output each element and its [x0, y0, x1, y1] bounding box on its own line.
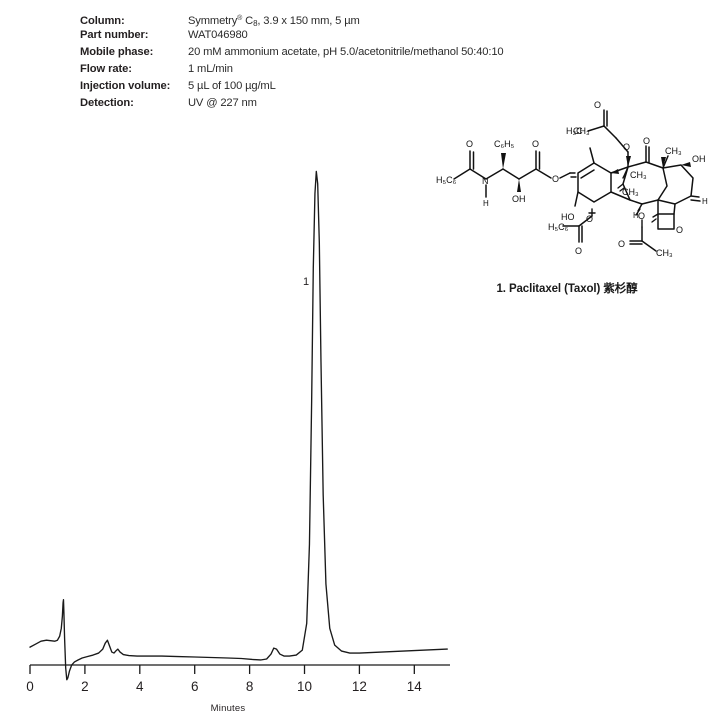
atom-label-oh: OH	[512, 194, 526, 204]
method-value-flow-rate: 1 mL/min	[188, 63, 233, 75]
atom-label-h3c: H₃C	[566, 126, 583, 136]
method-value-detection: UV @ 227 nm	[188, 97, 257, 109]
method-row: Detection: UV @ 227 nm	[80, 95, 640, 112]
atom-label-o-acetyl: O	[618, 239, 625, 249]
atom-label-ester-o: O	[552, 174, 559, 184]
atom-label-o-benzoyl: O	[575, 246, 582, 256]
method-label-injection-volume: Injection volume:	[80, 80, 171, 92]
structure-caption: 1. Paclitaxel (Taxol) 紫杉醇	[496, 283, 638, 295]
x-tick-label: 4	[136, 679, 144, 694]
atom-label-oxetane-o: O	[676, 225, 683, 235]
atom-label-n: N	[482, 176, 489, 186]
method-label-part-number: Part number:	[80, 29, 149, 41]
method-value-injection-volume: 5 µL of 100 µg/mL	[188, 80, 276, 92]
x-tick-label: 12	[352, 679, 367, 694]
method-value-column: Symmetry® C8, 3.9 x 150 mm, 5 µm	[188, 15, 360, 28]
atom-label-o-carbonyl: O	[594, 100, 601, 110]
method-label-flow-rate: Flow rate:	[80, 63, 132, 75]
atom-label-benzoate-o: O	[586, 214, 593, 224]
atom-label-acetate-o: O	[638, 211, 645, 221]
x-axis-ticks	[29, 665, 415, 674]
method-row: Column: Symmetry® C8, 3.9 x 150 mm, 5 µm	[80, 10, 640, 28]
method-label-mobile-phase: Mobile phase:	[80, 46, 154, 58]
x-axis-tick-labels: 0 2 4 6 8 10 12 14	[26, 679, 422, 694]
atom-label-ch3-b: CH₃	[630, 170, 647, 180]
method-value-part-number: WAT046980	[188, 29, 248, 41]
method-value-mobile-phase: 20 mM ammonium acetate, pH 5.0/acetonitr…	[188, 46, 504, 58]
method-parameters-table: Column: Symmetry® C8, 3.9 x 150 mm, 5 µm…	[80, 10, 640, 112]
atom-label-ch3-e: CH₃	[656, 248, 673, 258]
atom-label-h5c6-2: H₅C₆	[548, 222, 569, 232]
chromatogram-svg: 0 2 4 6 8 10 12 14	[26, 170, 450, 694]
method-row: Part number: WAT046980	[80, 27, 640, 44]
structure-svg: H₅C₆ O N H C₆H₅ OH O O CH₃ HO O O H₃C CH…	[436, 100, 708, 258]
x-tick-label: 6	[191, 679, 199, 694]
x-tick-label: 14	[407, 679, 423, 694]
atom-label-h2: H	[702, 197, 708, 206]
atom-label-o2: O	[532, 139, 539, 149]
chromatogram-trace	[29, 170, 448, 681]
atom-label-ch3-d: CH₃	[665, 146, 682, 156]
paclitaxel-structure-diagram: H₅C₆ O N H C₆H₅ OH O O CH₃ HO O O H₃C CH…	[418, 96, 716, 306]
atom-label-o: O	[466, 139, 473, 149]
x-axis-title: Minutes	[210, 703, 246, 714]
method-row: Mobile phase: 20 mM ammonium acetate, pH…	[80, 44, 640, 61]
method-label-detection: Detection:	[80, 97, 134, 109]
atom-label-o-ketone: O	[643, 136, 650, 146]
x-tick-label: 0	[26, 679, 34, 694]
atom-label-o-acetate: O	[623, 142, 630, 152]
method-row: Flow rate: 1 mL/min	[80, 61, 640, 78]
peak-label-1: 1	[303, 276, 310, 288]
x-tick-label: 8	[246, 679, 254, 694]
atom-label-h: H	[483, 199, 489, 208]
method-row: Injection volume: 5 µL of 100 µg/mL	[80, 78, 640, 95]
atom-label-ch3-a: CH₃	[573, 126, 590, 136]
atom-label-ch3-c: CH₃	[622, 187, 639, 197]
atom-label-ho: HO	[561, 212, 575, 222]
atom-label-c6h5: C₆H₅	[494, 139, 515, 149]
method-label-column: Column:	[80, 15, 125, 27]
atom-label-h3: H	[633, 211, 639, 220]
atom-label-oh-2: OH	[692, 154, 706, 164]
atom-label-h5c6: H₅C₆	[436, 175, 457, 185]
x-tick-label: 10	[297, 679, 312, 694]
chromatogram-plot: 0 2 4 6 8 10 12 14 1	[0, 130, 470, 726]
x-tick-label: 2	[81, 679, 89, 694]
